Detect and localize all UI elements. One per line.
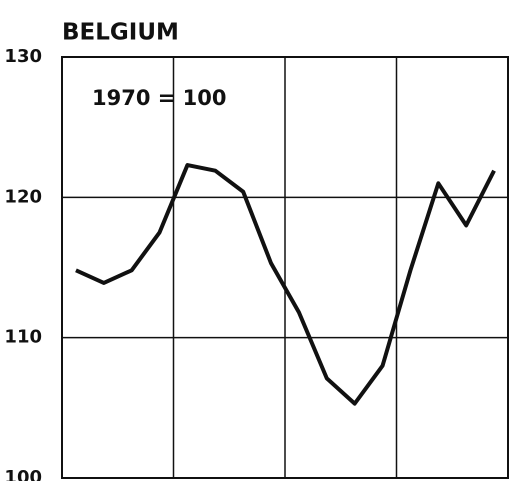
y-tick-label: 130 [4, 46, 42, 67]
y-tick-label: 110 [4, 327, 42, 348]
chart-title: BELGIUM [62, 20, 179, 46]
data-line [75, 163, 496, 406]
y-tick-label: 100 [4, 467, 42, 481]
y-tick-label: 120 [4, 186, 42, 207]
annotation: 1970 = 100 [92, 86, 227, 110]
